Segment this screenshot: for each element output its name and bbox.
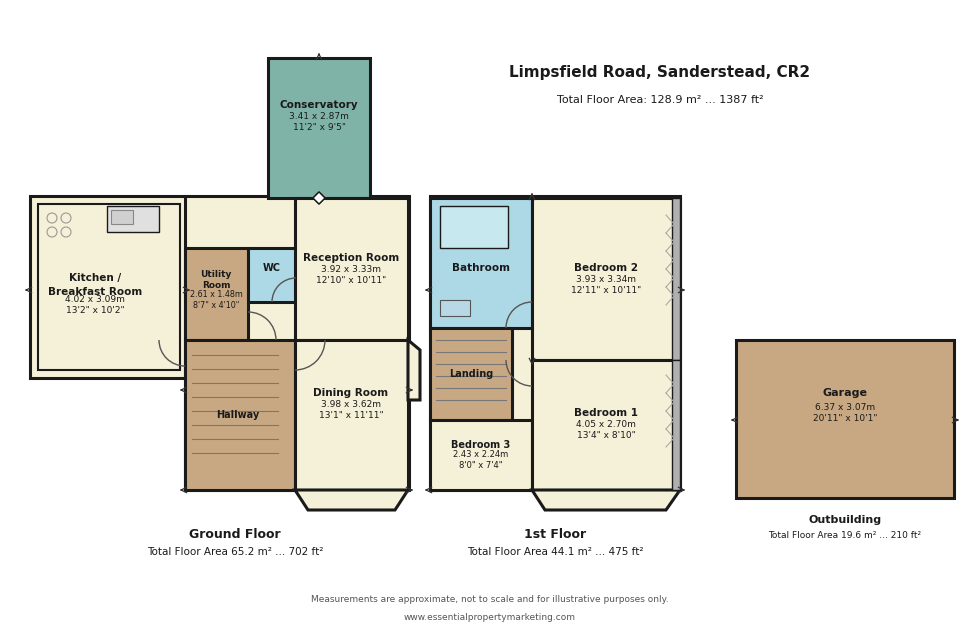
Bar	[185, 196, 409, 490]
Text: 4.02 x 3.09m
13'2" x 10'2": 4.02 x 3.09m 13'2" x 10'2"	[65, 295, 124, 315]
Text: Utility
Room: Utility Room	[200, 270, 231, 290]
Text: 3.41 x 2.87m
11'2" x 9'5": 3.41 x 2.87m 11'2" x 9'5"	[289, 112, 349, 133]
Text: Bathroom: Bathroom	[452, 263, 510, 273]
Text: 4.05 x 2.70m
13'4" x 8'10": 4.05 x 2.70m 13'4" x 8'10"	[576, 420, 636, 440]
Text: Outbuilding: Outbuilding	[808, 515, 882, 525]
Text: Total Floor Area 19.6 m² ... 210 ft²: Total Floor Area 19.6 m² ... 210 ft²	[768, 531, 921, 540]
Bar	[295, 198, 408, 340]
Polygon shape	[313, 192, 325, 204]
Polygon shape	[532, 490, 680, 510]
Text: Total Floor Area 65.2 m² ... 702 ft²: Total Floor Area 65.2 m² ... 702 ft²	[147, 547, 323, 557]
Text: 2.61 x 1.48m
8'7" x 4'10": 2.61 x 1.48m 8'7" x 4'10"	[189, 290, 242, 310]
Text: Bedroom 3: Bedroom 3	[452, 440, 511, 450]
Polygon shape	[408, 340, 420, 400]
Text: 1st Floor: 1st Floor	[524, 528, 586, 542]
Text: Landing: Landing	[449, 369, 493, 379]
Bar	[430, 420, 532, 490]
Text: Conservatory: Conservatory	[279, 100, 359, 110]
Text: Ground Floor: Ground Floor	[189, 528, 281, 542]
Text: 6.37 x 3.07m
20'11" x 10'1": 6.37 x 3.07m 20'11" x 10'1"	[812, 403, 877, 424]
Text: Hallway: Hallway	[217, 410, 260, 420]
Text: www.essentialpropertymarketing.com: www.essentialpropertymarketing.com	[404, 613, 576, 622]
Text: Total Floor Area: 128.9 m² ... 1387 ft²: Total Floor Area: 128.9 m² ... 1387 ft²	[557, 95, 763, 105]
Bar	[430, 196, 680, 490]
Polygon shape	[313, 192, 325, 204]
Bar	[107, 206, 159, 232]
Text: Reception Room: Reception Room	[303, 253, 399, 263]
Bar	[532, 360, 680, 490]
Text: Bedroom 2: Bedroom 2	[574, 263, 638, 273]
Bar	[268, 58, 370, 198]
Bar	[532, 198, 680, 360]
Text: WC: WC	[263, 263, 281, 273]
Bar	[30, 196, 188, 378]
Text: Bedroom 1: Bedroom 1	[574, 408, 638, 418]
Text: 3.92 x 3.33m
12'10" x 10'11": 3.92 x 3.33m 12'10" x 10'11"	[316, 265, 386, 285]
Bar	[430, 328, 512, 420]
Bar	[295, 340, 408, 490]
Text: 3.93 x 3.34m
12'11" x 10'11": 3.93 x 3.34m 12'11" x 10'11"	[571, 274, 641, 296]
Text: Limpsfield Road, Sanderstead, CR2: Limpsfield Road, Sanderstead, CR2	[510, 65, 810, 79]
Text: 3.98 x 3.62m
13'1" x 11'11": 3.98 x 3.62m 13'1" x 11'11"	[318, 399, 383, 420]
Bar	[111, 210, 133, 224]
Text: Total Floor Area 44.1 m² ... 475 ft²: Total Floor Area 44.1 m² ... 475 ft²	[466, 547, 643, 557]
Bar	[672, 360, 680, 490]
Circle shape	[252, 282, 268, 298]
Bar	[736, 340, 954, 498]
Text: Dining Room: Dining Room	[314, 388, 388, 398]
Polygon shape	[295, 490, 408, 510]
Bar	[672, 198, 680, 360]
Bar	[185, 248, 248, 340]
Text: 2.43 x 2.24m
8'0" x 7'4": 2.43 x 2.24m 8'0" x 7'4"	[454, 449, 509, 470]
Bar	[430, 198, 532, 328]
Text: Measurements are approximate, not to scale and for illustrative purposes only.: Measurements are approximate, not to sca…	[312, 595, 668, 604]
Bar	[440, 300, 470, 316]
Bar	[440, 206, 508, 248]
Bar	[185, 340, 295, 490]
Text: Garage: Garage	[822, 388, 867, 398]
Text: Kitchen /
Breakfast Room: Kitchen / Breakfast Room	[48, 274, 142, 297]
Circle shape	[438, 282, 458, 302]
Bar	[38, 204, 180, 370]
Bar	[248, 248, 296, 302]
